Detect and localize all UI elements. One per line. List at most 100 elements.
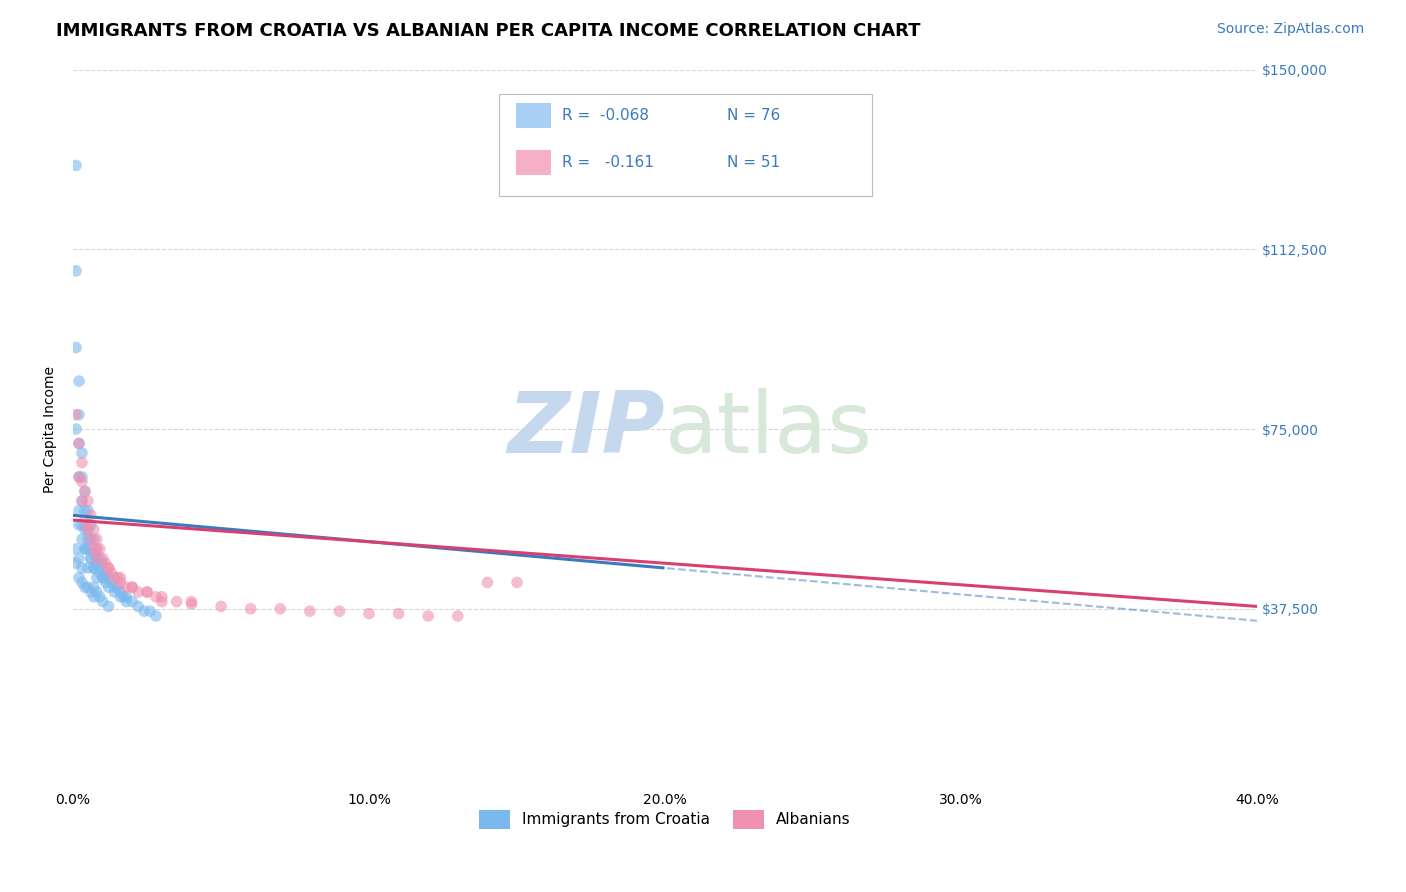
Point xyxy=(166,594,188,608)
Point xyxy=(145,590,167,604)
Point xyxy=(80,533,103,547)
Point xyxy=(86,533,108,547)
Point xyxy=(357,607,380,621)
Point xyxy=(70,456,93,470)
Point xyxy=(86,551,108,566)
Point xyxy=(121,580,143,594)
Point xyxy=(73,541,96,556)
Point xyxy=(65,158,87,172)
Point xyxy=(80,517,103,532)
Point xyxy=(89,566,111,580)
Point xyxy=(97,561,120,575)
Point xyxy=(110,575,132,590)
Point xyxy=(77,494,100,508)
Point xyxy=(73,523,96,537)
Point xyxy=(80,508,103,523)
Point xyxy=(67,374,90,388)
Point xyxy=(67,436,90,450)
Point xyxy=(112,590,135,604)
Point xyxy=(83,561,105,575)
Point xyxy=(97,561,120,575)
Point xyxy=(67,436,90,450)
Point xyxy=(80,551,103,566)
Point xyxy=(209,599,232,614)
Point xyxy=(77,523,100,537)
Point xyxy=(103,580,125,594)
Point xyxy=(477,575,499,590)
Point xyxy=(70,494,93,508)
Point xyxy=(70,575,93,590)
Point xyxy=(67,571,90,585)
Point xyxy=(77,523,100,537)
Point xyxy=(107,580,129,594)
Point xyxy=(70,475,93,489)
Point xyxy=(89,551,111,566)
Point xyxy=(73,503,96,517)
Point xyxy=(73,513,96,527)
Point xyxy=(65,556,87,570)
Point xyxy=(94,566,117,580)
Point xyxy=(89,590,111,604)
Point xyxy=(65,541,87,556)
Point xyxy=(86,541,108,556)
Point xyxy=(77,503,100,517)
Point xyxy=(97,580,120,594)
Point xyxy=(388,607,411,621)
Point xyxy=(70,470,93,484)
Point xyxy=(107,571,129,585)
Point xyxy=(83,580,105,594)
Point xyxy=(136,585,159,599)
Point xyxy=(127,585,149,599)
Point xyxy=(70,561,93,575)
Point xyxy=(269,601,291,615)
Point xyxy=(83,533,105,547)
Point xyxy=(97,571,120,585)
Point xyxy=(418,609,440,624)
Point xyxy=(110,590,132,604)
Point xyxy=(77,533,100,547)
Point xyxy=(91,571,114,585)
Point xyxy=(73,541,96,556)
Point xyxy=(100,575,122,590)
Point xyxy=(103,571,125,585)
Point xyxy=(83,541,105,556)
Point xyxy=(94,575,117,590)
Point xyxy=(83,547,105,561)
Point xyxy=(97,599,120,614)
Point xyxy=(328,604,350,618)
Point xyxy=(115,580,138,594)
Point xyxy=(86,585,108,599)
Point xyxy=(65,408,87,422)
Point xyxy=(77,580,100,594)
Point xyxy=(73,484,96,499)
Point xyxy=(67,470,90,484)
Point xyxy=(67,517,90,532)
Point xyxy=(136,585,159,599)
Point xyxy=(73,484,96,499)
Point xyxy=(180,597,202,611)
Point xyxy=(103,585,125,599)
Point xyxy=(70,533,93,547)
Point xyxy=(83,561,105,575)
Point xyxy=(239,601,262,615)
Point xyxy=(77,561,100,575)
Text: R =  -0.068: R = -0.068 xyxy=(562,109,650,123)
Point xyxy=(86,541,108,556)
Point xyxy=(94,556,117,570)
Point xyxy=(115,590,138,604)
Point xyxy=(139,604,162,618)
Point xyxy=(83,523,105,537)
Point xyxy=(77,517,100,532)
Text: ZIP: ZIP xyxy=(508,387,665,471)
Point xyxy=(121,594,143,608)
Point xyxy=(80,551,103,566)
Point xyxy=(67,551,90,566)
Point xyxy=(91,571,114,585)
Point xyxy=(83,590,105,604)
Point xyxy=(506,575,529,590)
Y-axis label: Per Capita Income: Per Capita Income xyxy=(44,366,58,492)
Point xyxy=(115,594,138,608)
Point xyxy=(89,541,111,556)
Point xyxy=(67,503,90,517)
Point xyxy=(86,556,108,570)
